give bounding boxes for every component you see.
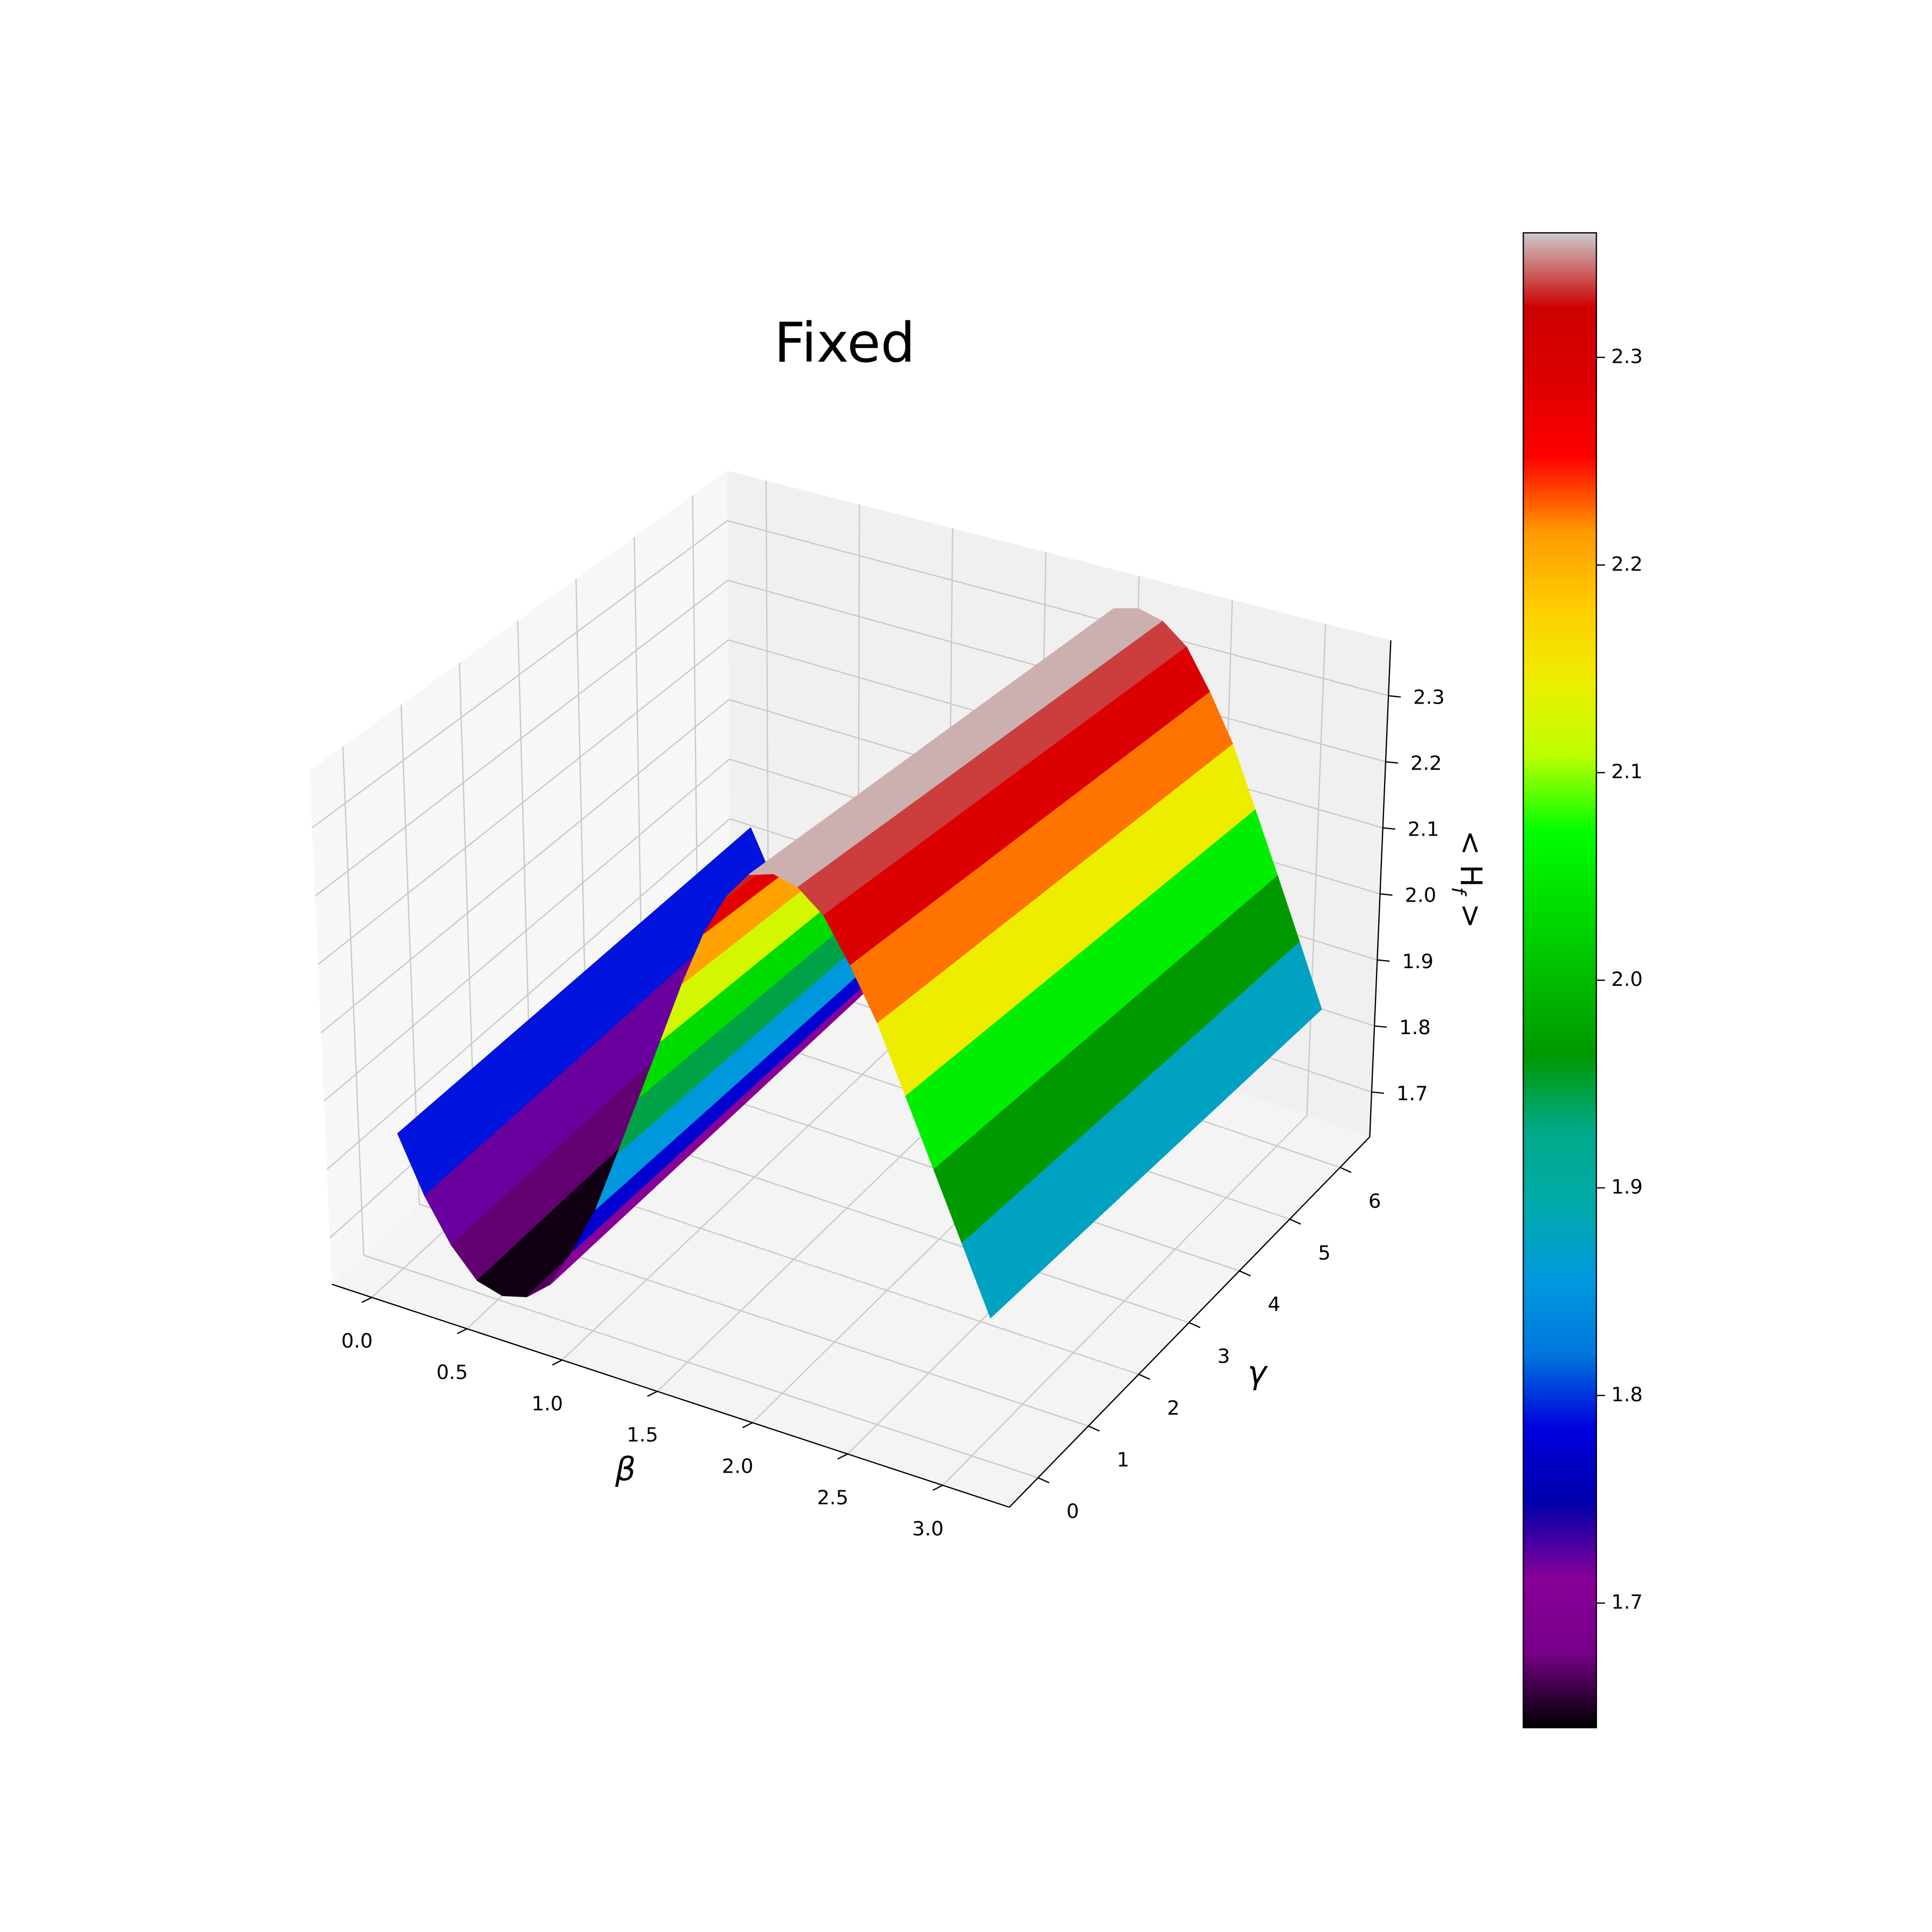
z-tick-label: 1.8 (1399, 1016, 1431, 1039)
z-tick (1380, 893, 1393, 896)
colorbar-tick-label: 2.2 (1611, 552, 1643, 575)
x-axis-line (332, 1283, 1010, 1508)
z-tick-label: 2.1 (1408, 818, 1439, 841)
grid-line (765, 480, 769, 932)
x-tick (932, 1484, 943, 1491)
y-tick-label: 3 (1217, 1345, 1230, 1368)
z-axis-line (1369, 640, 1392, 1137)
x-tick-label: 2.0 (722, 1455, 753, 1478)
z-label-main: < H (1453, 830, 1488, 887)
y-tick (1340, 1167, 1352, 1173)
grid-line (1306, 623, 1327, 1116)
surface-strip (961, 942, 1322, 1319)
grid-line (317, 639, 729, 965)
x-tick-label: 2.5 (817, 1486, 848, 1509)
y-tick-label: 1 (1117, 1448, 1129, 1471)
colorbar (1523, 232, 1597, 1729)
y-axis-label: γ (1248, 1354, 1269, 1392)
y-tick-label: 0 (1066, 1500, 1079, 1523)
y-tick-label: 6 (1368, 1189, 1381, 1212)
y-tick (1037, 1477, 1050, 1483)
y-tick (1289, 1218, 1301, 1225)
z-tick (1388, 695, 1401, 698)
colorbar-tick-label: 2.3 (1611, 345, 1643, 368)
grid-line (323, 758, 730, 1102)
y-tick (1239, 1270, 1251, 1277)
z-label-close: > (1453, 894, 1488, 928)
x-tick-label: 1.0 (531, 1392, 563, 1415)
x-tick (361, 1297, 372, 1303)
z-tick (1382, 827, 1395, 830)
z-tick-label: 2.3 (1413, 686, 1445, 709)
grid-line (561, 992, 949, 1361)
y-tick (1138, 1373, 1151, 1380)
colorbar-tick-label: 2.1 (1611, 760, 1643, 783)
y-axis-line (1008, 1136, 1371, 1508)
colorbar-tick-label: 1.9 (1611, 1175, 1643, 1198)
grid-line (727, 520, 1389, 697)
y-tick-label: 2 (1167, 1396, 1180, 1419)
x-tick (457, 1328, 467, 1335)
grid-line (342, 746, 364, 1255)
z-axis-label: < Hf > (1447, 830, 1488, 928)
y-tick (1189, 1322, 1201, 1328)
surface (397, 608, 1322, 1319)
x-tick (742, 1422, 753, 1429)
x-tick-label: 3.0 (912, 1517, 944, 1540)
grid-line (314, 580, 729, 897)
z-tick-label: 2.0 (1405, 884, 1437, 907)
grid-line (363, 1254, 1038, 1479)
z-tick (1377, 959, 1390, 962)
y-tick-label: 4 (1268, 1293, 1280, 1316)
grid-line (311, 520, 728, 829)
z-tick-label: 1.7 (1396, 1082, 1428, 1105)
y-tick (1088, 1425, 1100, 1432)
x-tick (837, 1453, 848, 1460)
x-tick-label: 1.5 (627, 1423, 658, 1446)
z-tick (1374, 1025, 1387, 1028)
x-tick-label: 0.0 (341, 1329, 373, 1352)
x-tick-label: 0.5 (436, 1360, 468, 1384)
x-tick (552, 1359, 563, 1366)
grid-line (326, 818, 730, 1170)
colorbar-tick-label: 1.8 (1611, 1383, 1643, 1406)
grid-line (320, 699, 729, 1034)
x-tick (647, 1391, 658, 1397)
z-tick-label: 2.2 (1410, 752, 1442, 775)
grid-line (692, 495, 699, 949)
axes: 0.0 0.5 1.0 1.5 2.0 2.5 3.0 0 1 2 3 4 5 6 1.7 1.8 1.9 2.0… (332, 640, 1445, 1540)
colorbar-tick-label: 2.0 (1611, 968, 1643, 991)
y-tick-label: 5 (1318, 1241, 1330, 1264)
z-tick (1385, 761, 1399, 764)
z-tick-label: 1.9 (1402, 950, 1433, 973)
z-tick (1371, 1091, 1385, 1094)
grid-line (942, 1115, 1308, 1486)
chart-title: Fixed (774, 311, 915, 375)
colorbar-ticks: 1.7 1.8 1.9 2.0 2.1 2.2 2.3 (1596, 345, 1643, 1614)
colorbar-tick-label: 1.7 (1611, 1591, 1643, 1614)
x-axis-label: β (614, 1451, 635, 1488)
